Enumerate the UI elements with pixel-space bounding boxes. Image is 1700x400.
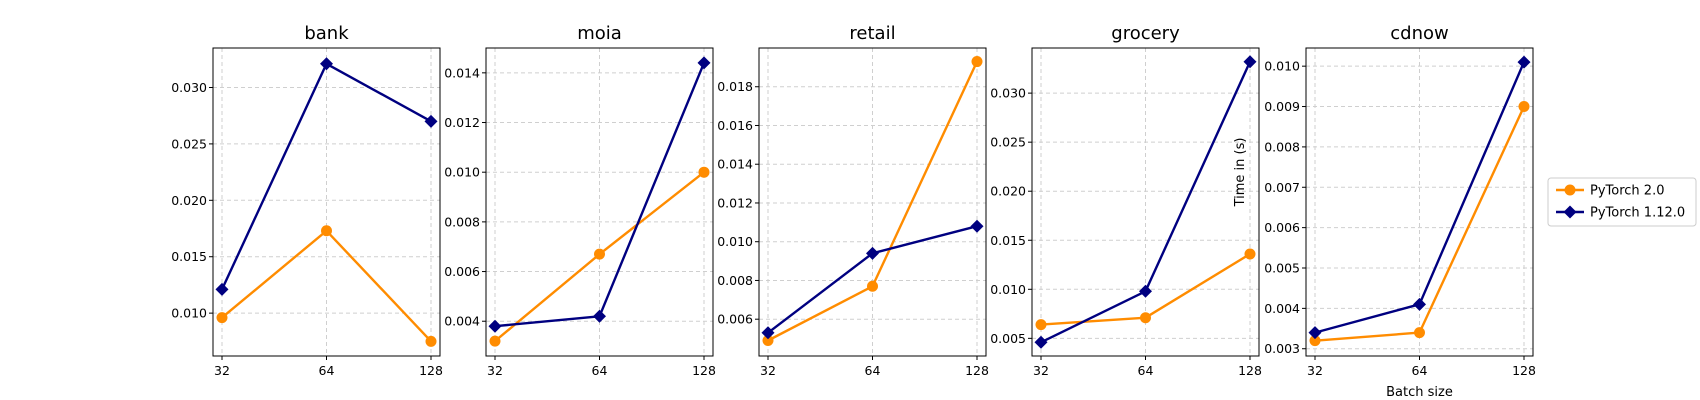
y-tick-label: 0.003 — [1264, 341, 1300, 356]
legend-box — [1547, 177, 1697, 227]
data-point-pytorch-2-0 — [1035, 319, 1047, 331]
y-tick-label: 0.008 — [444, 214, 480, 229]
x-tick-label: 64 — [1138, 363, 1154, 378]
x-tick-label: 32 — [487, 363, 503, 378]
data-point-pytorch-1-12-0 — [1243, 55, 1257, 69]
y-tick-label: 0.010 — [717, 234, 753, 249]
x-tick-label: 128 — [419, 363, 443, 378]
legend: PyTorch 2.0 PyTorch 1.12.0 — [1547, 177, 1697, 227]
y-tick-label: 0.030 — [171, 80, 207, 95]
data-point-pytorch-1-12-0 — [970, 219, 984, 233]
y-tick-label: 0.010 — [990, 282, 1026, 297]
y-tick-label: 0.010 — [171, 306, 207, 321]
data-point-pytorch-2-0 — [971, 56, 983, 68]
x-tick-label: 128 — [1512, 363, 1536, 378]
legend-label: PyTorch 1.12.0 — [1590, 206, 1685, 221]
data-point-pytorch-2-0 — [867, 280, 878, 292]
data-point-pytorch-2-0 — [216, 312, 228, 324]
y-tick-label: 0.007 — [1264, 180, 1300, 195]
data-point-pytorch-2-0 — [1244, 248, 1256, 260]
subplot-title: retail — [849, 23, 895, 44]
y-tick-label: 0.018 — [717, 79, 753, 94]
y-tick-label: 0.012 — [717, 195, 753, 210]
y-tick-label: 0.025 — [171, 136, 207, 151]
data-point-pytorch-2-0 — [698, 166, 710, 178]
y-tick-label: 0.008 — [717, 273, 753, 288]
y-tick-label: 0.012 — [444, 115, 480, 130]
y-tick-label: 0.016 — [717, 118, 753, 133]
y-tick-label: 0.020 — [990, 184, 1026, 199]
data-point-pytorch-2-0 — [594, 248, 605, 260]
x-tick-label: 128 — [1238, 363, 1262, 378]
y-tick-label: 0.010 — [1264, 59, 1300, 74]
x-tick-label: 64 — [1412, 363, 1428, 378]
subplot-title: moia — [577, 23, 622, 44]
legend-marker-pytorch-1-12-0 — [1563, 205, 1577, 219]
y-tick-label: 0.004 — [444, 314, 480, 329]
y-tick-label: 0.006 — [1264, 220, 1300, 235]
x-tick-label: 64 — [319, 363, 335, 378]
data-point-pytorch-2-0 — [762, 335, 774, 347]
y-tick-label: 0.020 — [171, 193, 207, 208]
y-tick-label: 0.030 — [990, 86, 1026, 101]
data-point-pytorch-2-0 — [1414, 327, 1425, 339]
legend-label: PyTorch 2.0 — [1590, 184, 1664, 199]
data-point-pytorch-1-12-0 — [593, 309, 606, 323]
x-tick-label: 64 — [865, 363, 881, 378]
x-tick-label: 32 — [1307, 363, 1323, 378]
data-point-pytorch-1-12-0 — [1517, 55, 1531, 69]
x-tick-label: 64 — [592, 363, 608, 378]
data-point-pytorch-1-12-0 — [215, 282, 229, 296]
y-tick-label: 0.006 — [717, 312, 753, 327]
data-point-pytorch-2-0 — [1518, 101, 1530, 113]
x-tick-label: 32 — [1033, 363, 1049, 378]
y-tick-label: 0.015 — [990, 233, 1026, 248]
subplot-retail: 0.006 0.008 0.010 0.012 0.014 0.016 0.018 32 64 1… — [717, 23, 989, 378]
x-tick-label: 32 — [214, 363, 230, 378]
y-tick-label: 0.010 — [444, 165, 480, 180]
y-tick-label: 0.009 — [1264, 99, 1300, 114]
x-axis-label: Batch size — [1386, 385, 1453, 400]
y-tick-label: 0.008 — [1264, 139, 1300, 154]
subplot-title: cdnow — [1390, 23, 1448, 44]
y-tick-label: 0.005 — [1264, 261, 1300, 276]
data-point-pytorch-1-12-0 — [1413, 297, 1426, 311]
x-tick-label: 32 — [760, 363, 776, 378]
legend-marker-pytorch-2-0 — [1564, 184, 1576, 196]
data-point-pytorch-1-12-0 — [866, 246, 879, 260]
data-point-pytorch-2-0 — [489, 335, 501, 347]
series-line-pytorch-2-0 — [767, 61, 979, 342]
y-tick-label: 0.004 — [1264, 301, 1300, 316]
y-tick-label: 0.025 — [990, 135, 1026, 150]
data-point-pytorch-1-12-0 — [1034, 335, 1048, 349]
y-tick-label: 0.005 — [990, 331, 1026, 346]
data-point-pytorch-1-12-0 — [761, 326, 775, 340]
subplot-grocery: 0.005 0.010 0.015 0.020 0.025 0.030 32 64 128 gro… — [990, 23, 1262, 378]
data-point-pytorch-2-0 — [1140, 312, 1151, 324]
subplot-moia: 0.004 0.006 0.008 0.010 0.012 0.014 32 64 128 moi… — [444, 23, 716, 378]
subplot-bank: 0.010 0.015 0.020 0.025 0.030 32 64 128 bank — [171, 23, 443, 378]
data-point-pytorch-1-12-0 — [697, 56, 711, 70]
data-point-pytorch-1-12-0 — [320, 57, 333, 71]
x-tick-label: 128 — [692, 363, 716, 378]
data-point-pytorch-2-0 — [425, 335, 437, 347]
x-tick-label: 128 — [965, 363, 989, 378]
subplot-cdnow: 0.003 0.004 0.005 0.006 0.007 0.008 0.009 0.010… — [1233, 23, 1536, 400]
y-tick-label: 0.015 — [171, 249, 207, 264]
y-tick-label: 0.014 — [717, 157, 753, 172]
y-tick-label: 0.006 — [444, 264, 480, 279]
data-point-pytorch-1-12-0 — [424, 114, 438, 128]
data-point-pytorch-2-0 — [1309, 335, 1321, 347]
subplot-title: bank — [304, 23, 349, 44]
data-point-pytorch-1-12-0 — [1308, 326, 1322, 340]
data-point-pytorch-2-0 — [321, 225, 332, 237]
data-point-pytorch-1-12-0 — [1139, 284, 1152, 298]
subplot-title: grocery — [1111, 23, 1180, 44]
y-axis-label: Time in (s) — [1233, 138, 1248, 208]
data-point-pytorch-1-12-0 — [488, 319, 502, 333]
y-tick-label: 0.014 — [444, 65, 480, 80]
